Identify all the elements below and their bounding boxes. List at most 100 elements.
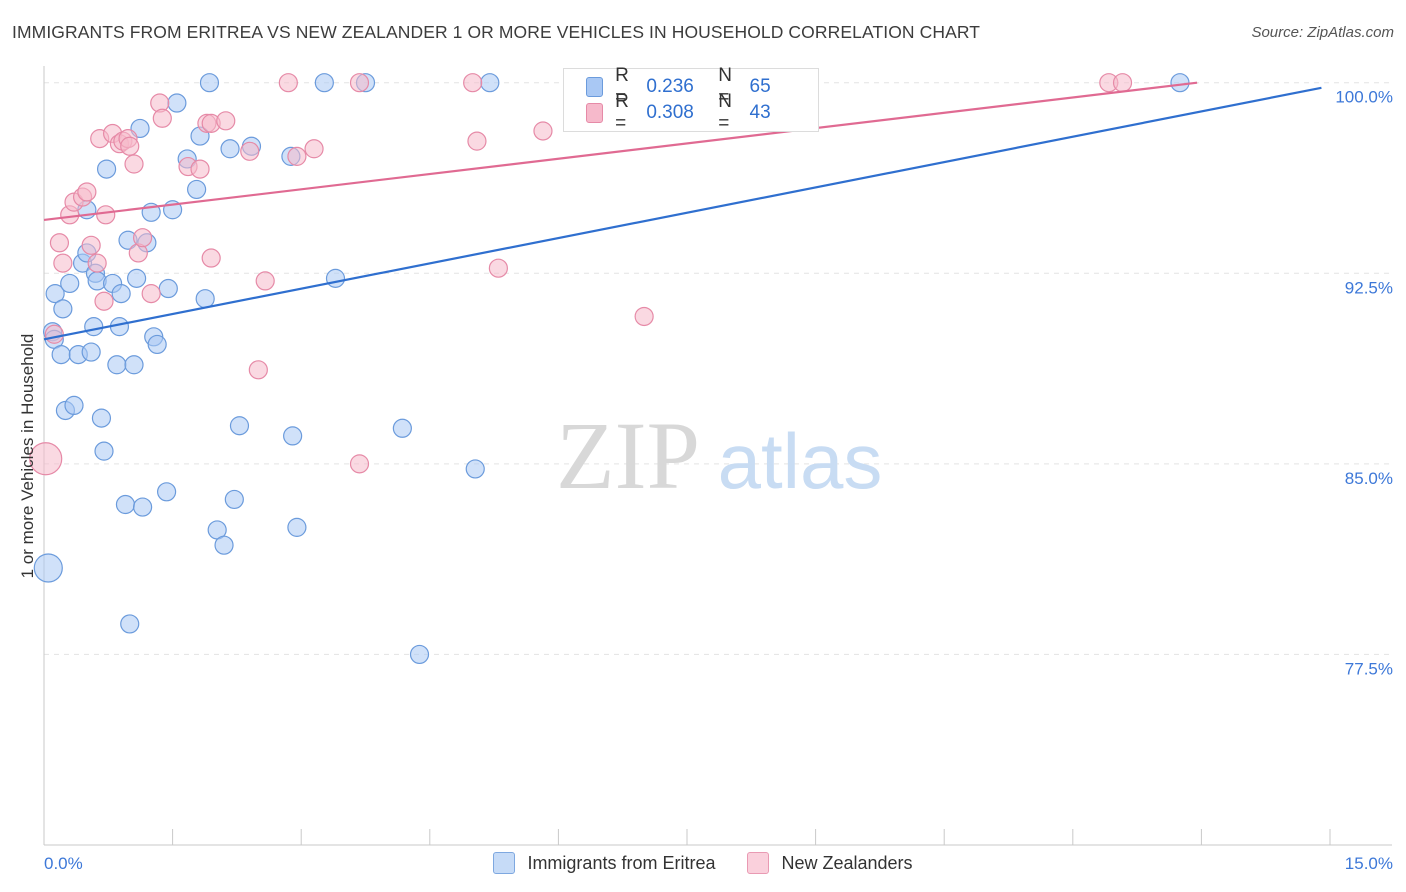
y-tick-label: 77.5% [1345,659,1393,678]
y-tick-label: 92.5% [1345,278,1393,297]
eritrea-point [224,489,244,510]
new-zealander-point [141,284,161,304]
new-zealander-point [96,205,116,225]
new-zealander-point [349,454,370,474]
watermark: ZIP atlas [556,402,882,509]
legend-row-nz: R = 0.308 N = 43 [586,91,821,134]
new-zealander-point [190,159,210,179]
new-zealander-point [53,253,73,273]
eritrea-point [81,342,101,362]
new-zealander-point [634,306,654,327]
eritrea-point [220,139,240,159]
new-zealander-point [201,248,221,268]
new-zealander-point [255,271,275,291]
stats-legend: R = 0.236 N = 65 R = 0.308 N = 43 [563,65,821,134]
source-label: Source: ZipAtlas.com [1251,24,1394,41]
r-value: 0.308 [646,102,694,123]
new-zealander-point [488,258,508,278]
new-zealander-point [533,121,553,141]
legend-swatch-blue [493,852,516,874]
new-zealander-point [120,136,140,156]
y-axis-label: 1 or more Vehicles in Household [18,334,37,579]
eritrea-point [64,395,84,416]
y-tick-label: 100.0% [1335,88,1393,107]
new-zealander-point [124,154,144,174]
new-zealander-point [77,182,97,202]
r-label: R = [615,91,629,134]
n-value: 65 [749,76,771,97]
eritrea-point [158,278,178,299]
eritrea-point [156,482,177,502]
legend-swatch-blue [586,77,604,97]
eritrea-point [120,614,140,634]
eritrea-point [392,418,412,438]
new-zealander-point [467,131,487,151]
x-tick-label: 0.0% [44,854,83,873]
eritrea-point [314,73,334,93]
eritrea-point [60,273,80,294]
n-label: N = [718,91,732,134]
legend-item-eritrea: Immigrants from Eritrea [493,852,715,874]
new-zealander-point [304,139,324,159]
eritrea-point [33,553,63,583]
eritrea-point [126,268,147,288]
eritrea-point [187,179,207,200]
eritrea-point [53,299,73,319]
watermark-atlas: atlas [718,417,883,505]
series-legend: Immigrants from Eritrea New Zealanders [0,852,1406,874]
eritrea-point [465,459,485,479]
eritrea-point [115,494,136,515]
trend-lines [43,81,1322,341]
new-zealander-point [87,253,107,273]
new-zealander-point [44,324,64,344]
tick-labels: 77.5% 85.0% 92.5% 100.0% 0.0% 15.0% [44,88,1393,873]
new-zealander-point [152,108,172,128]
eritrea-point [45,284,65,304]
legend-item-nz: New Zealanders [747,852,913,874]
eritrea-point [111,284,131,304]
eritrea-point [94,441,114,461]
eritrea-point [480,73,500,93]
eritrea-point [1170,73,1190,93]
new-zealander-point [94,291,114,311]
eritrea-point [229,416,250,436]
eritrea-trend-line [43,86,1322,341]
legend-label: Immigrants from Eritrea [527,852,716,873]
new-zealander-point [216,111,236,131]
chart-title: IMMIGRANTS FROM ERITREA VS NEW ZEALANDER… [12,22,981,42]
r-value: 0.236 [646,76,694,97]
eritrea-point [167,93,187,113]
new-zealander-point [81,235,101,255]
eritrea-point [91,408,112,428]
new-zealander-point [248,360,268,380]
new-zealander-point [49,233,70,253]
eritrea-point [409,644,430,665]
legend-label: New Zealanders [781,852,913,873]
eritrea-point [107,355,127,375]
eritrea-point [214,535,234,555]
new-zealander-point [132,228,153,248]
eritrea-point [132,497,153,517]
eritrea-point [199,73,220,93]
r-label: R = [615,65,629,108]
eritrea-point [195,289,215,309]
watermark-zip: ZIP [556,402,700,509]
y-tick-label: 85.0% [1345,469,1393,488]
eritrea-point [325,268,346,288]
eritrea-point [287,517,307,537]
new-zealander-point [278,73,298,93]
new-zealander-point [287,146,307,166]
data-points [29,73,1190,665]
new-zealander-point [29,442,63,476]
eritrea-point [96,159,117,179]
new-zealander-point [463,73,483,93]
eritrea-point [283,426,303,446]
legend-swatch-pink [747,852,770,874]
n-label: N = [718,65,732,108]
legend-swatch-pink [586,103,604,123]
eritrea-point [51,344,71,365]
n-value: 43 [749,102,771,123]
eritrea-point [124,355,144,375]
x-tick-label: 15.0% [1345,854,1393,873]
